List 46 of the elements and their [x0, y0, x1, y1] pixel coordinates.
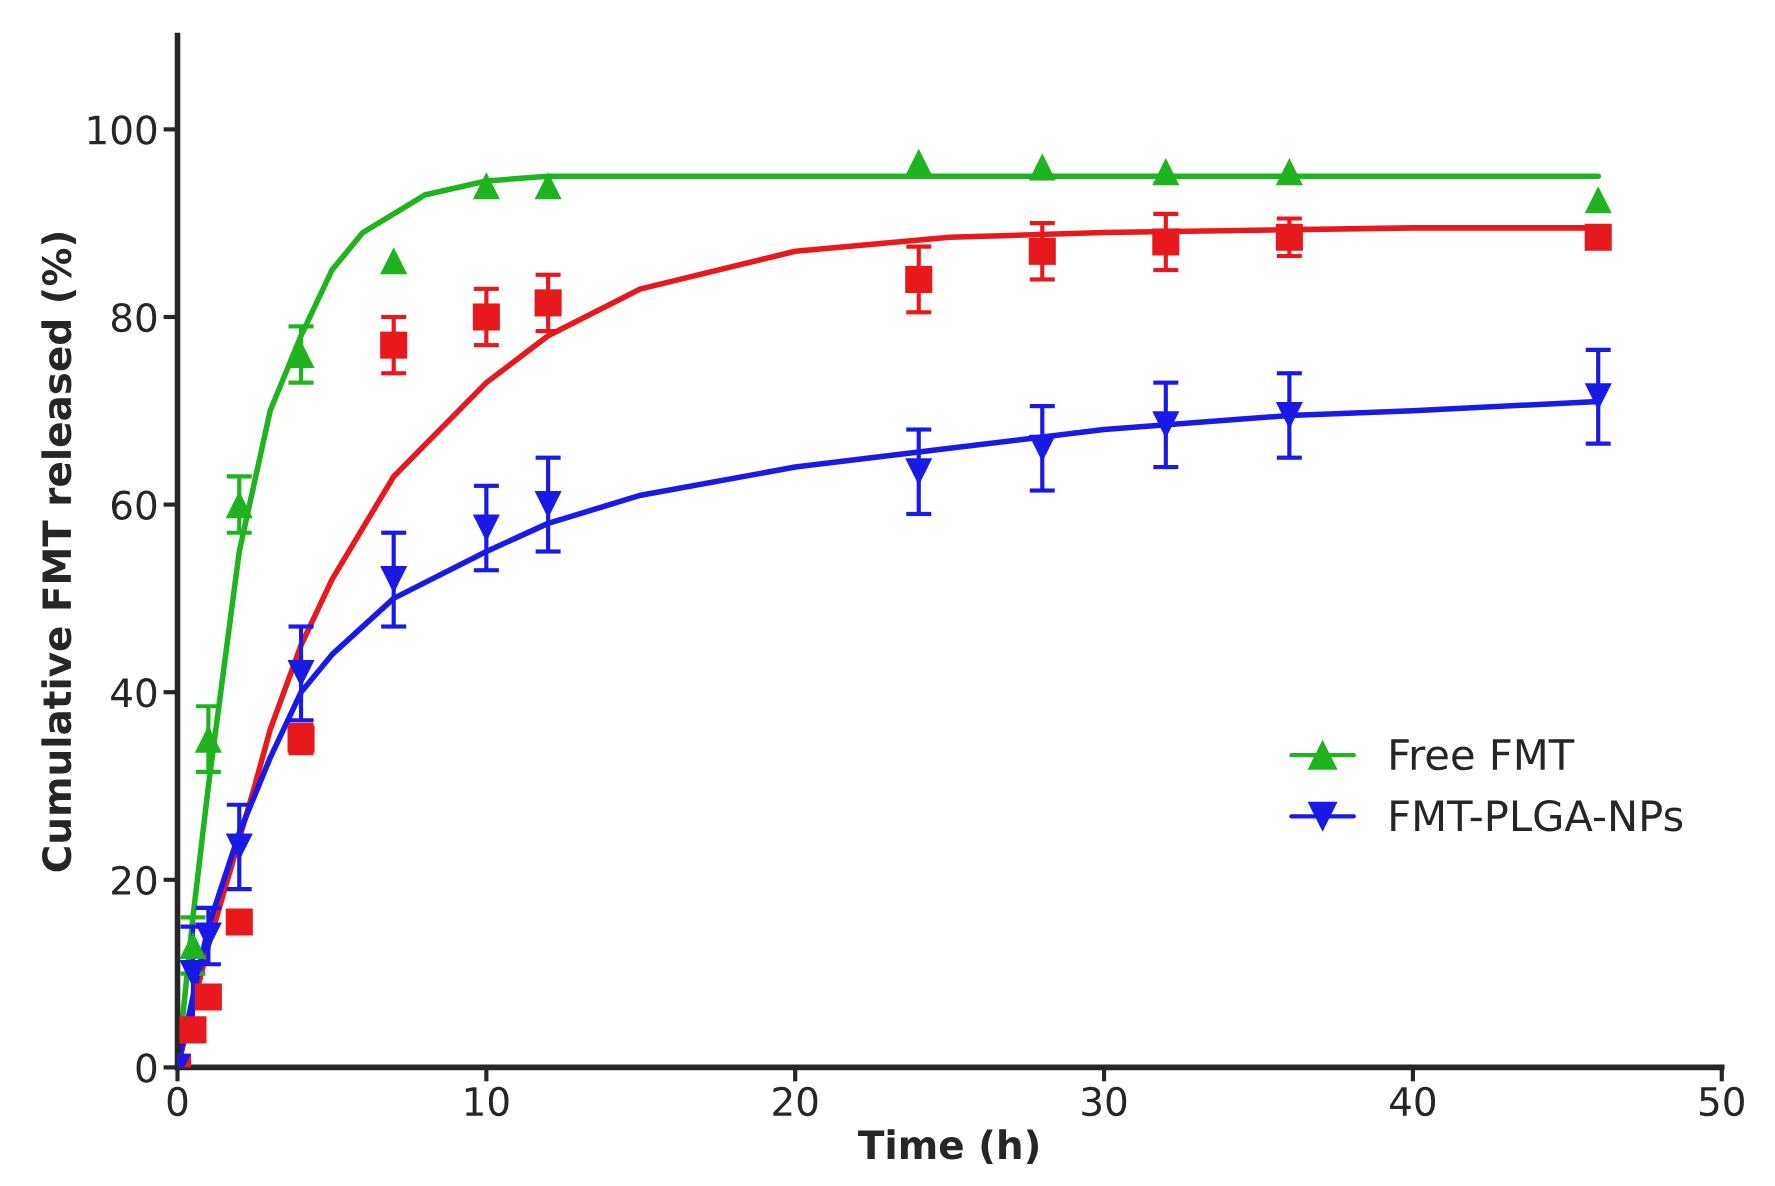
point	[1152, 228, 1180, 256]
point	[225, 491, 253, 519]
point	[472, 303, 500, 331]
point	[225, 908, 253, 936]
y-tick-label: 40	[111, 678, 157, 708]
x-tick-label: 30	[1082, 1086, 1127, 1117]
point	[179, 1016, 207, 1044]
x-axis-title: Time (h)	[858, 1129, 1039, 1165]
y-tick-label: 100	[88, 115, 157, 145]
point	[1584, 186, 1612, 214]
point	[1028, 237, 1056, 265]
point	[905, 458, 933, 486]
y-axis-title: Cumulative FMT released (%)	[41, 233, 77, 872]
x-tick-label: 50	[1700, 1086, 1744, 1117]
point	[905, 148, 933, 176]
point	[1152, 158, 1180, 186]
point	[194, 983, 222, 1011]
legend-label: FMT-PLGA-NPs	[1391, 799, 1683, 832]
point	[380, 247, 408, 275]
point	[1028, 153, 1056, 181]
point	[534, 172, 562, 200]
x-tick-label: 0	[167, 1086, 188, 1117]
point	[472, 172, 500, 200]
x-tick-label: 10	[465, 1086, 509, 1117]
point	[534, 289, 562, 317]
point	[905, 265, 933, 293]
point	[1584, 383, 1612, 411]
point	[380, 566, 408, 594]
y-tick-label: 80	[111, 302, 157, 333]
y-tick-label: 0	[136, 1053, 157, 1083]
point	[472, 514, 500, 542]
point	[1152, 411, 1180, 439]
point	[194, 725, 222, 753]
point	[380, 331, 408, 359]
point	[1028, 434, 1056, 462]
point	[225, 833, 253, 861]
point	[1584, 223, 1612, 251]
y-tick-label: 60	[111, 490, 157, 520]
legend-label: Free FMT	[1391, 739, 1575, 771]
point	[179, 931, 207, 959]
x-tick-label: 40	[1390, 1086, 1436, 1117]
y-tick-label: 20	[112, 865, 157, 896]
x-tick-label: 20	[773, 1086, 818, 1117]
point	[179, 960, 207, 988]
point	[1275, 223, 1303, 251]
point	[1275, 158, 1303, 186]
